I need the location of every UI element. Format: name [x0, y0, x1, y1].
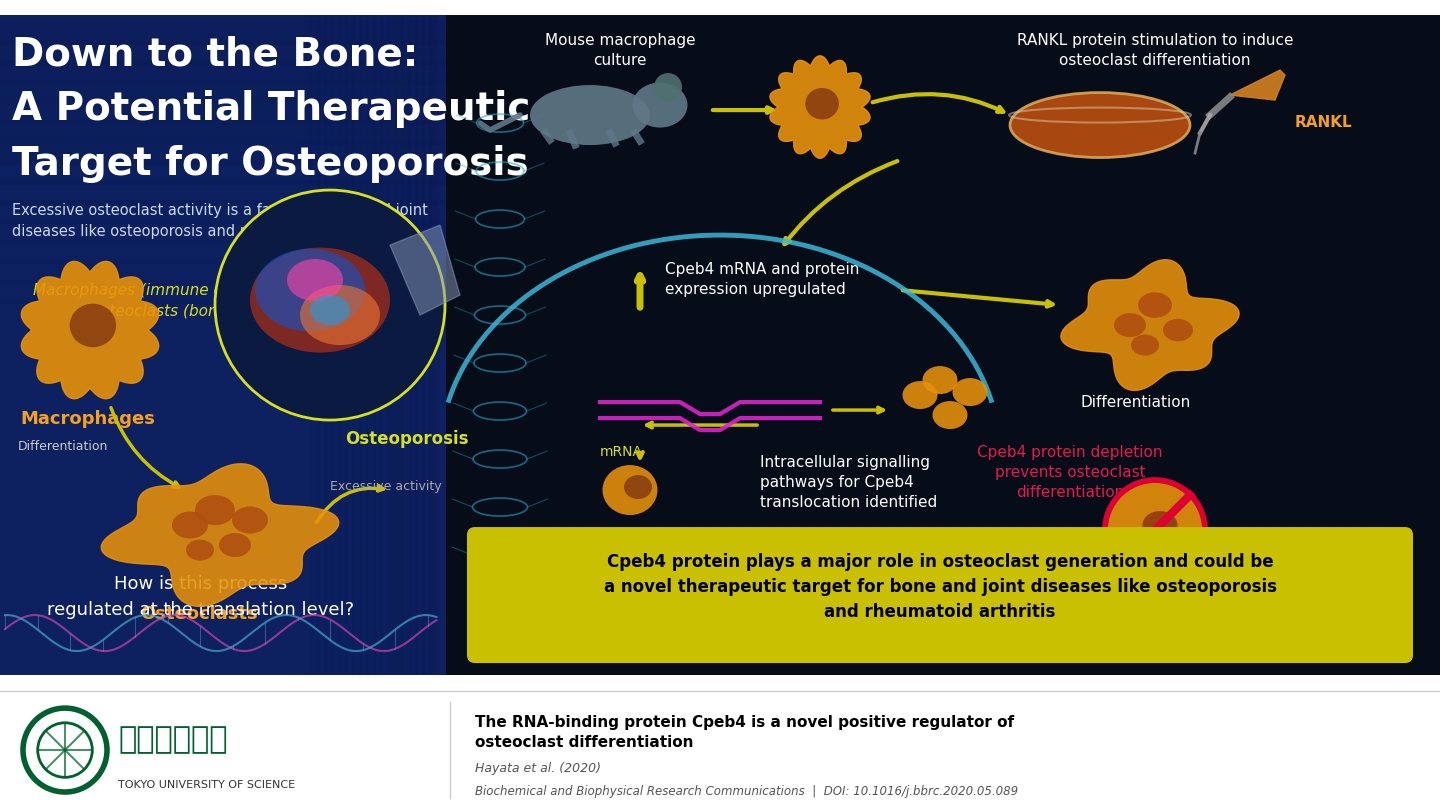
Ellipse shape	[186, 539, 215, 561]
Ellipse shape	[251, 248, 390, 352]
FancyBboxPatch shape	[467, 527, 1413, 663]
Text: RANKL: RANKL	[1295, 115, 1352, 130]
Ellipse shape	[1009, 92, 1189, 158]
Ellipse shape	[933, 401, 968, 429]
Text: TOKYO UNIVERSITY OF SCIENCE: TOKYO UNIVERSITY OF SCIENCE	[118, 780, 295, 790]
Polygon shape	[770, 56, 870, 158]
Text: Macrophages: Macrophages	[20, 410, 156, 428]
Text: How is this process
regulated at the translation level?: How is this process regulated at the tra…	[48, 575, 354, 620]
Text: 東京理科大学: 東京理科大学	[118, 725, 228, 754]
Text: Down to the Bone:: Down to the Bone:	[12, 35, 419, 73]
Text: Macrophages (immune cells) differentiate to form
osteoclasts (bone-dissolving ce: Macrophages (immune cells) differentiate…	[33, 283, 413, 319]
Text: Cpeb4 protein depletion
prevents osteoclast
differentiation: Cpeb4 protein depletion prevents osteocl…	[978, 445, 1162, 500]
Text: RANKL protein stimulation to induce
osteoclast differentiation: RANKL protein stimulation to induce oste…	[1017, 33, 1293, 68]
Text: Target for Osteoporosis: Target for Osteoporosis	[12, 145, 528, 183]
Ellipse shape	[1164, 319, 1192, 341]
Ellipse shape	[530, 85, 649, 145]
Polygon shape	[101, 464, 338, 607]
Ellipse shape	[923, 366, 958, 394]
Text: A Potential Therapeutic: A Potential Therapeutic	[12, 90, 530, 128]
FancyBboxPatch shape	[0, 690, 1440, 810]
Text: Osteoclasts: Osteoclasts	[140, 605, 258, 623]
Text: Cpeb4 protein plays a major role in osteoclast generation and could be
a novel t: Cpeb4 protein plays a major role in oste…	[603, 553, 1276, 621]
Ellipse shape	[219, 533, 251, 557]
Text: Hayata et al. (2020): Hayata et al. (2020)	[475, 762, 600, 775]
Text: Intracellular signalling
pathways for Cpeb4
translocation identified: Intracellular signalling pathways for Cp…	[760, 455, 937, 509]
Circle shape	[215, 190, 445, 420]
Text: Excessive osteoclast activity is a factor in bone and joint
diseases like osteop: Excessive osteoclast activity is a facto…	[12, 203, 428, 239]
Ellipse shape	[194, 495, 235, 525]
Ellipse shape	[624, 475, 652, 499]
Ellipse shape	[300, 285, 380, 345]
Ellipse shape	[232, 506, 268, 534]
FancyBboxPatch shape	[446, 15, 1440, 675]
Ellipse shape	[952, 378, 988, 406]
Text: Osteoporosis: Osteoporosis	[346, 430, 468, 448]
FancyBboxPatch shape	[0, 20, 446, 45]
Ellipse shape	[1115, 313, 1146, 337]
Ellipse shape	[171, 512, 207, 539]
Polygon shape	[22, 262, 158, 399]
Polygon shape	[1061, 260, 1238, 390]
Polygon shape	[1230, 70, 1284, 100]
Polygon shape	[390, 225, 459, 315]
Ellipse shape	[805, 88, 840, 119]
Ellipse shape	[602, 465, 658, 515]
Text: Differentiation: Differentiation	[17, 440, 108, 453]
FancyBboxPatch shape	[0, 15, 446, 675]
Text: Differentiation: Differentiation	[1080, 395, 1191, 410]
Text: mRNA: mRNA	[600, 445, 644, 459]
Text: Translocation of Cpeb4
protein to nucleus: Translocation of Cpeb4 protein to nucleu…	[472, 565, 648, 600]
Ellipse shape	[310, 295, 350, 325]
Text: Cpeb4 mRNA and protein
expression upregulated: Cpeb4 mRNA and protein expression upregu…	[665, 262, 860, 296]
Circle shape	[654, 73, 683, 101]
Ellipse shape	[1130, 335, 1159, 356]
Text: Mouse macrophage
culture: Mouse macrophage culture	[544, 33, 696, 68]
Ellipse shape	[1138, 292, 1172, 318]
Ellipse shape	[903, 381, 937, 409]
Ellipse shape	[255, 249, 364, 331]
Circle shape	[1104, 480, 1205, 580]
Text: Excessive activity: Excessive activity	[330, 480, 442, 493]
Text: Biochemical and Biophysical Research Communications  |  DOI: 10.1016/j.bbrc.2020: Biochemical and Biophysical Research Com…	[475, 785, 1018, 798]
Ellipse shape	[69, 304, 117, 347]
Text: The RNA-binding protein Cpeb4 is a novel positive regulator of
osteoclast differ: The RNA-binding protein Cpeb4 is a novel…	[475, 715, 1014, 750]
Ellipse shape	[287, 259, 343, 301]
Ellipse shape	[632, 83, 687, 127]
Ellipse shape	[1142, 511, 1178, 539]
